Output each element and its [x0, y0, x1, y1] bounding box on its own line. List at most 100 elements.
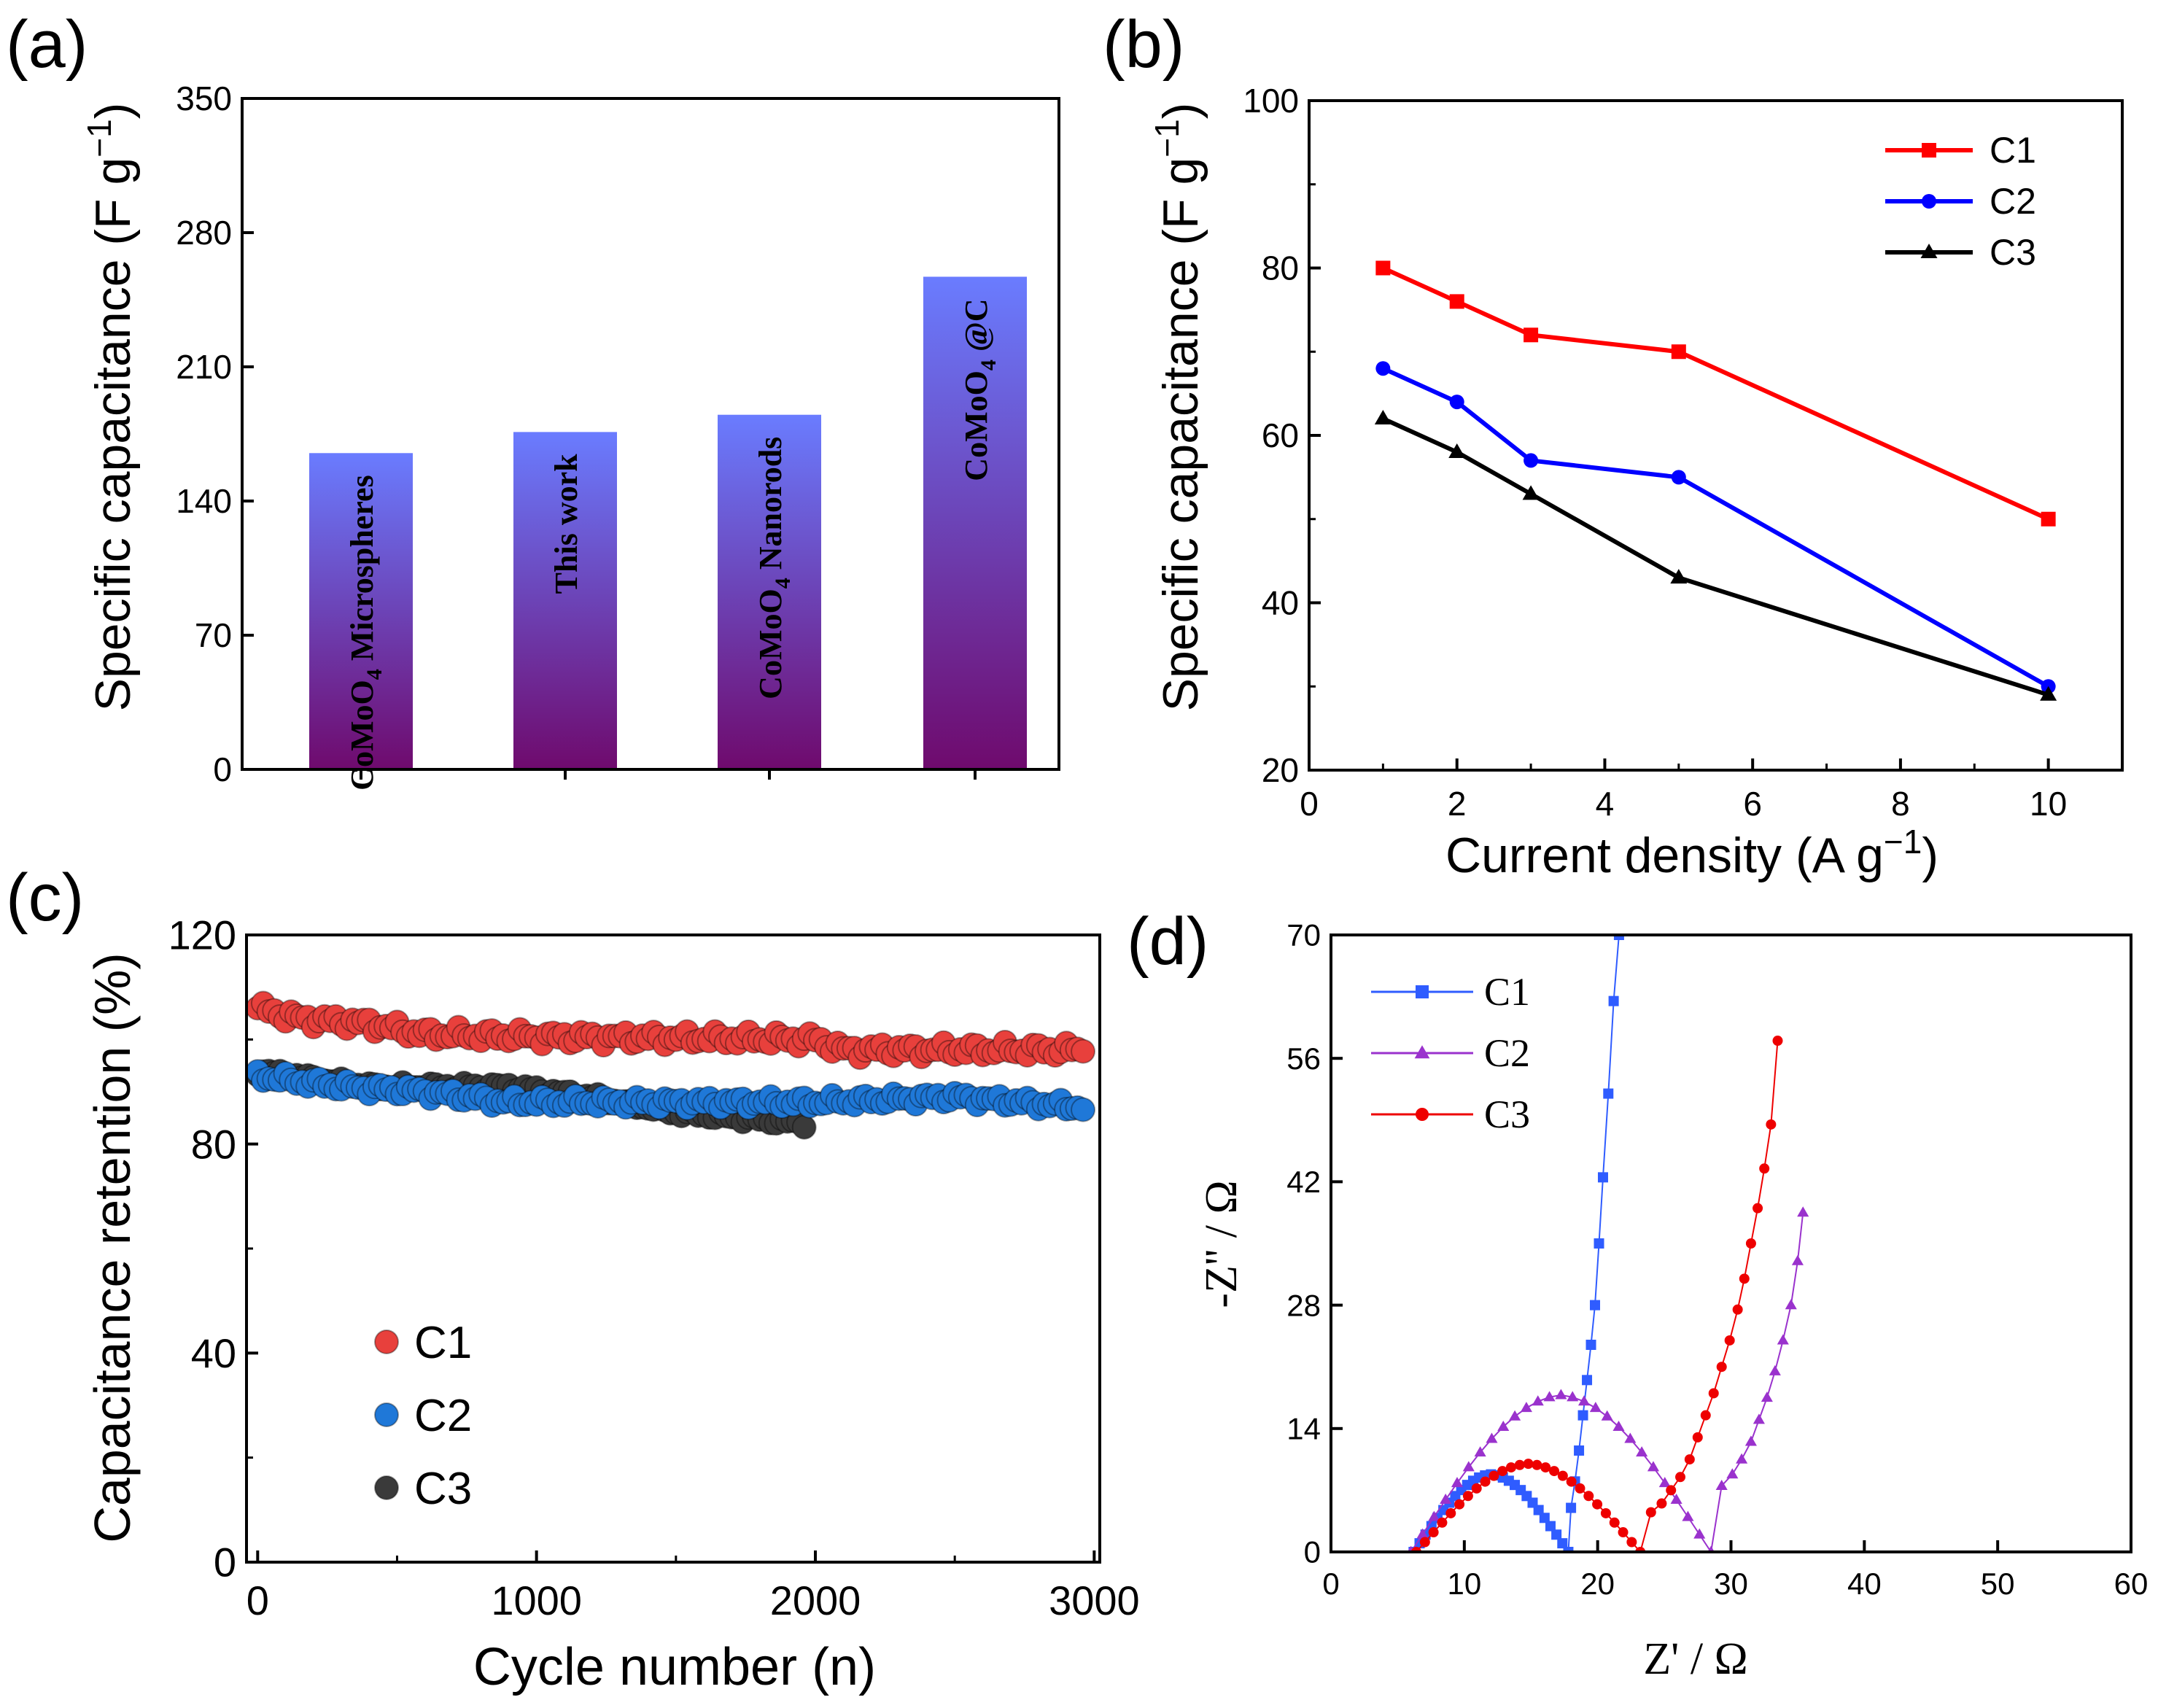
panel-d-point-c2 [1693, 1528, 1706, 1539]
panel-a-ytick-label: 280 [176, 214, 232, 252]
panel-d-point-c3 [1618, 1527, 1629, 1538]
panel-b-point-c2 [1524, 453, 1539, 468]
panel-d-point-c3 [1540, 1462, 1551, 1473]
panel-d-point-c2 [1761, 1391, 1773, 1402]
panel-d-legend-marker [1416, 985, 1429, 998]
panel-d-point-c3 [1480, 1476, 1491, 1487]
panel-d-point-c2 [1428, 1510, 1440, 1521]
panel-d-point-c3 [1753, 1203, 1763, 1214]
panel-c-xlabel: Cycle number (n) [473, 1638, 876, 1696]
panel-d-point-c3 [1514, 1459, 1525, 1470]
panel-a-ytick-label: 70 [195, 616, 232, 654]
panel-a-ytick-label: 140 [176, 482, 232, 520]
panel-d-point-c1 [1557, 1538, 1568, 1549]
panel-d-point-c1 [1563, 1547, 1574, 1552]
panel-d-point-c3 [1732, 1304, 1743, 1315]
panel-d-series-line-c1 [1413, 935, 1620, 1552]
panel-b-ylabel: Specific capacitance (F g−1) [1148, 103, 1208, 712]
panel-d-point-c3 [1666, 1485, 1677, 1496]
panel-d-point-c3 [1437, 1517, 1448, 1528]
panel-a-label: (a) [6, 7, 88, 82]
panel-d-point-c2 [1777, 1334, 1789, 1345]
panel-d-xtick-label: 60 [2114, 1567, 2149, 1601]
panel-b-legend-label: C1 [1990, 130, 2036, 171]
panel-c-legend-label: C1 [414, 1318, 472, 1368]
panel-d-point-c3 [1462, 1491, 1473, 1502]
panel-c-ytick-label: 120 [168, 912, 236, 958]
panel-d-legend-label: C1 [1484, 970, 1530, 1014]
panel-d: (d) 0 14 28 42 56 70 0 10 20 30 40 50 60 C1 C2 C3 Z' / … [1127, 904, 2148, 1684]
panel-d-point-c2 [1658, 1477, 1671, 1488]
panel-d-point-c3 [1645, 1507, 1656, 1518]
panel-d-xtick-label: 0 [1322, 1567, 1339, 1601]
panel-d-point-c3 [1592, 1499, 1603, 1510]
panel-d-label: (d) [1127, 904, 1208, 979]
panel-d-point-c2 [1486, 1432, 1498, 1443]
panel-d-point-c3 [1583, 1491, 1594, 1502]
panel-b-xtick-label: 2 [1448, 785, 1467, 823]
panel-d-point-c3 [1428, 1527, 1439, 1538]
panel-d-point-c2 [1451, 1477, 1464, 1488]
panel-d-legend-label: C2 [1484, 1031, 1530, 1075]
panel-d-point-c1 [1566, 1502, 1577, 1513]
panel-d-point-c2 [1744, 1435, 1757, 1446]
panel-d-point-c2 [1791, 1254, 1804, 1265]
panel-d-point-c1 [1597, 1172, 1608, 1183]
panel-d-point-c1 [1539, 1513, 1550, 1523]
panel-d-point-c3 [1675, 1472, 1686, 1483]
panel-a-ytick-label: 210 [176, 348, 232, 386]
panel-d-point-c3 [1557, 1470, 1568, 1481]
panel-d-legend-marker [1414, 1045, 1430, 1059]
panel-d-point-c1 [1551, 1529, 1562, 1540]
panel-d-point-c2 [1612, 1421, 1625, 1432]
panel-d-point-c3 [1745, 1238, 1756, 1249]
panel-b-xtick-label: 4 [1596, 785, 1615, 823]
panel-d-xtick-label: 30 [1714, 1567, 1748, 1601]
panel-d-point-c2 [1769, 1365, 1781, 1375]
panel-d-point-c3 [1772, 1036, 1783, 1047]
panel-d-ytick-label: 56 [1286, 1041, 1321, 1076]
panel-d-point-c2 [1497, 1421, 1510, 1432]
panel-d-point-c2 [1797, 1206, 1809, 1217]
panel-b-point-c3 [1448, 443, 1466, 458]
panel-b-xlabel: Current density (A g−1) [1445, 823, 1938, 883]
panel-a-ylabel: Specific capacitance (F g−1) [80, 103, 141, 712]
panel-d-point-c2 [1785, 1299, 1797, 1310]
panel-d-xtick-label: 10 [1447, 1567, 1481, 1601]
panel-b-point-c3 [1374, 410, 1392, 425]
panel-d-point-c2 [1624, 1432, 1637, 1443]
panel-d-point-c1 [1574, 1445, 1585, 1456]
panel-d-point-c3 [1454, 1499, 1465, 1510]
panel-d-ylabel: -Z'' / Ω [1197, 1180, 1246, 1308]
panel-d-point-c2 [1555, 1389, 1567, 1400]
panel-d-point-c2 [1753, 1413, 1765, 1424]
panel-c-legend-label: C2 [414, 1391, 472, 1441]
panel-d-series-line-c3 [1416, 1040, 1779, 1552]
panel-d-point-c2 [1532, 1395, 1544, 1406]
panel-c-ytick-label: 40 [191, 1330, 236, 1376]
panel-c-ytick-label: 80 [191, 1121, 236, 1167]
panel-b-ytick-label: 60 [1262, 416, 1299, 454]
panel-c: (c) 0 40 80 120 0 1000 2000 3000 C1 C2 C3 Cycle nu… [6, 861, 1140, 1696]
panel-b-point-c1 [1671, 344, 1686, 360]
panel-d-point-c1 [1594, 1238, 1604, 1249]
panel-d-point-c1 [1613, 935, 1624, 940]
panel-b-ytick-label: 80 [1262, 249, 1299, 287]
panel-d-point-c3 [1497, 1466, 1508, 1477]
panel-b-xtick-label: 8 [1891, 785, 1910, 823]
panel-d-point-c3 [1759, 1163, 1770, 1174]
panel-d-point-c3 [1471, 1483, 1482, 1494]
panel-b-legend-label: C3 [1990, 232, 2036, 273]
panel-d-point-c3 [1656, 1498, 1667, 1509]
panel-b-series-line-c3 [1382, 416, 2049, 697]
panel-b-point-c1 [1375, 260, 1391, 276]
panel-d-ytick-label: 28 [1286, 1288, 1321, 1322]
panel-d-point-c3 [1739, 1273, 1750, 1284]
panel-d-xtick-label: 40 [1847, 1567, 1882, 1601]
panel-b-label: (b) [1103, 7, 1184, 82]
panel-d-ytick-label: 70 [1286, 918, 1321, 952]
panel-b-series-line-c2 [1382, 366, 2050, 688]
panel-d-point-c2 [1726, 1468, 1739, 1479]
panel-d-point-c3 [1626, 1537, 1637, 1548]
panel-a-ytick-label: 350 [176, 79, 232, 117]
